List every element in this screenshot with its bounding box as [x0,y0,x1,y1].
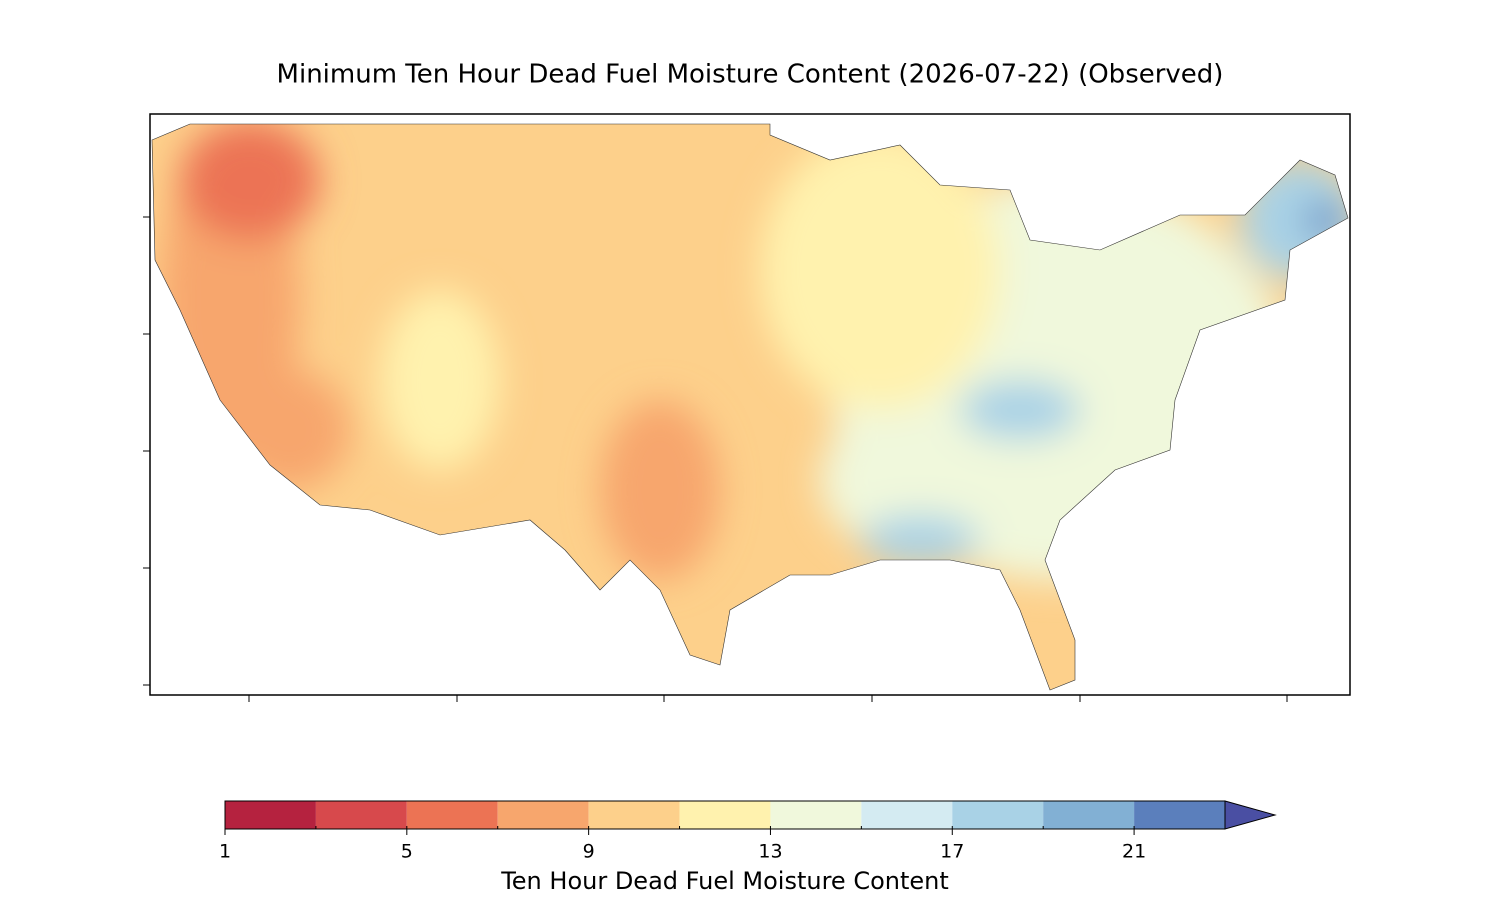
border [151,123,1349,691]
colorbar-segment [225,801,316,829]
colorbar-tick-label: 21 [1122,841,1146,863]
colorbar-tick-label: 13 [758,841,782,863]
map [152,124,1348,690]
frame-ticks [143,216,1288,702]
colorbar-segment [1043,801,1135,829]
map-frame [149,113,1351,696]
colorbar-tick-label: 9 [583,841,595,863]
colorbar-segment [861,801,953,829]
colorbar-segment [952,801,1044,829]
colorbar-segment [1134,801,1225,829]
colorbar-segment [315,801,407,829]
colorbar-label: Ten Hour Dead Fuel Moisture Content [500,867,949,895]
colorbar-segment [679,801,771,829]
colorbar-frame [224,800,1226,830]
colorbar-tick-label: 5 [401,841,413,863]
colorbar-segment [588,801,680,829]
colorbar-tick-label: 1 [219,841,231,863]
colorbar-segment [770,801,862,829]
colorbar-segment [497,801,589,829]
map-title: Minimum Ten Hour Dead Fuel Moisture Cont… [277,60,1224,90]
colorbar-segment [406,801,498,829]
colorbar-tick-label: 17 [940,841,964,863]
colorbar-extend [1224,800,1277,830]
